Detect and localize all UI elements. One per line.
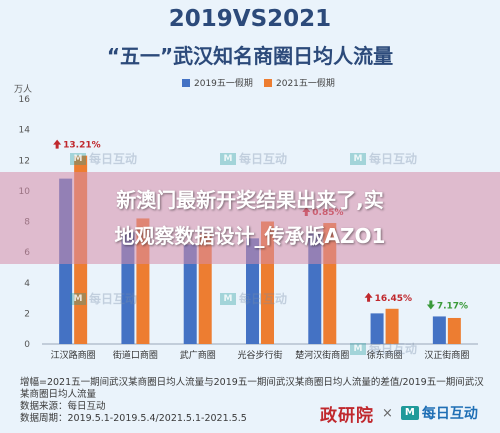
bar: [447, 317, 461, 344]
y-tick-label: 0: [24, 340, 30, 350]
down-arrow-icon: [426, 300, 435, 310]
y-tick-label: 14: [19, 126, 31, 136]
footnote-line-2: 某商圈日均人流量: [20, 389, 97, 400]
watermark: M 每日互动: [350, 340, 417, 357]
y-tick-label: 4: [24, 279, 30, 289]
footer-notes: 增幅=2021五一期间武汉某商圈日均人流量与2019五一期间武汉某商圈日均人流量…: [20, 377, 490, 425]
up-arrow-icon: [53, 139, 62, 149]
legend-swatch: [182, 79, 190, 87]
data-annotation: 13.21%: [63, 141, 100, 151]
data-annotation: 7.17%: [437, 301, 468, 311]
x-tick-label: 徐东商圈: [367, 349, 403, 361]
bar: [183, 244, 197, 344]
bar: [385, 308, 399, 344]
data-annotation: 16.45%: [375, 294, 413, 304]
watermark-logo-icon: M: [350, 342, 366, 355]
bar: [246, 238, 259, 344]
x-tick-label: 江汉路商圈: [51, 349, 96, 361]
footnote-line-1: 增幅=2021五一期间武汉某商圈日均人流量与2019五一期间武汉某商圈日均人流量…: [20, 377, 484, 388]
watermark-text: 每日互动: [369, 342, 418, 356]
legend-label: 2019五一假期: [194, 78, 253, 89]
y-tick-label: 16: [19, 95, 31, 105]
watermark-logo-icon: M: [220, 292, 236, 305]
overlay-banner: 新澳门最新开奖结果出来了,实 地观察数据设计_传承版AZO1: [0, 172, 500, 264]
watermark-logo-icon: M: [70, 292, 86, 305]
logo-separator: ×: [382, 405, 393, 421]
x-tick-label: 楚河汉街商圈: [295, 349, 349, 361]
legend-label: 2021五一假期: [276, 78, 335, 89]
logo-group: 政研院 × M 每日互动: [320, 400, 478, 426]
meirihudong-mark-icon: M: [400, 406, 419, 420]
x-tick-label: 汉正街商圈: [424, 349, 469, 361]
watermark: M 每日互动: [70, 290, 137, 307]
overlay-line-1: 新澳门最新开奖结果出来了,实: [116, 188, 384, 212]
watermark-text: 每日互动: [89, 292, 138, 306]
watermark-logo-icon: M: [350, 152, 366, 165]
watermark-text: 每日互动: [89, 152, 138, 166]
watermark: M 每日互动: [220, 290, 287, 307]
zhengyanyuan-logo: 政研院: [320, 405, 374, 426]
watermark-text: 每日互动: [239, 152, 288, 166]
x-tick-label: 街道口商圈: [113, 349, 158, 361]
overlay-line-2: 地观察数据设计_传承版AZO1: [114, 224, 386, 248]
legend-swatch: [264, 79, 272, 87]
up-arrow-icon: [364, 292, 373, 302]
x-tick-label: 光谷步行街: [237, 349, 282, 361]
watermark-text: 每日互动: [239, 292, 288, 306]
watermark-logo-icon: M: [220, 152, 236, 165]
x-tick-label: 武广商圈: [180, 349, 216, 361]
bar: [370, 313, 384, 344]
chart-title: “五一”武汉知名商圈日均人流量: [106, 44, 394, 68]
watermark-logo-icon: M: [70, 152, 86, 165]
chart-title-year: 2019VS2021: [168, 6, 332, 32]
watermark: M 每日互动: [70, 150, 137, 167]
watermark: M 每日互动: [220, 150, 287, 167]
watermark-text: 每日互动: [369, 152, 418, 166]
watermark: M 每日互动: [350, 150, 417, 167]
y-axis-label: 万人: [14, 84, 32, 95]
meirihudong-text: 每日互动: [421, 406, 478, 422]
data-period: 数据周期：2019.5.1-2019.5.4/2021.5.1-2021.5.5: [20, 413, 247, 424]
y-tick-label: 12: [19, 156, 30, 166]
data-source: 数据来源：每日互动: [20, 401, 106, 412]
meirihudong-logo: M 每日互动: [400, 403, 478, 423]
bar: [432, 316, 446, 344]
y-tick-label: 2: [24, 309, 30, 319]
